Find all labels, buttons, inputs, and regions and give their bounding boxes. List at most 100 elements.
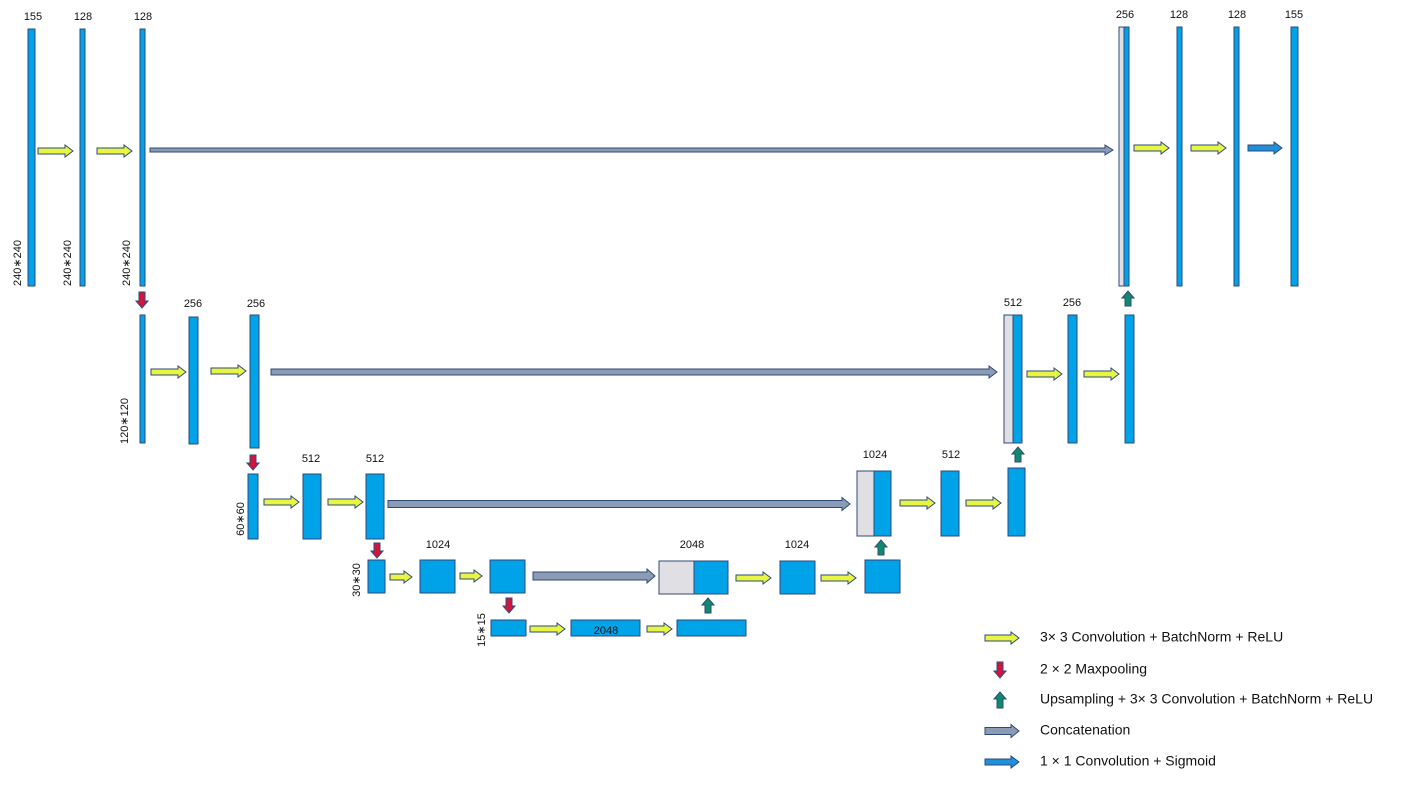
feature-block: [490, 619, 527, 637]
feature-block: [1067, 314, 1078, 444]
feature-block: [1123, 26, 1130, 287]
feature-block: [249, 314, 260, 449]
size-label: 240∗240: [12, 240, 24, 286]
feature-block: [864, 559, 901, 594]
conv-arrow: [389, 570, 413, 584]
conv-arrow: [1190, 141, 1227, 155]
channel-label: 128: [74, 11, 92, 23]
feature-block: [247, 473, 259, 540]
legend-icon: [984, 755, 1020, 769]
feature-block: [27, 28, 36, 287]
feature-block: [693, 560, 729, 595]
pool-arrow: [501, 597, 517, 614]
concat-block: [1003, 314, 1014, 444]
feature-block: [570, 619, 641, 637]
feature-block: [419, 559, 456, 594]
channel-label: 155: [1285, 9, 1303, 21]
feature-block: [1012, 314, 1023, 444]
channel-label: 128: [1228, 9, 1246, 21]
legend-icon: [984, 723, 1020, 739]
conv-arrow: [735, 571, 772, 585]
channel-label: 1024: [426, 539, 450, 551]
size-label: 240∗240: [62, 240, 74, 286]
conv-arrow: [1026, 367, 1063, 381]
channel-label: 512: [302, 453, 320, 465]
legend-label: 2 × 2 Maxpooling: [1040, 661, 1147, 677]
conv-arrow: [263, 495, 300, 509]
feature-block: [940, 470, 960, 537]
pool-arrow: [134, 291, 150, 309]
legend-label: Concatenation: [1040, 722, 1130, 738]
pool-arrow: [245, 454, 261, 471]
concat-arrow: [149, 144, 1114, 156]
conv-arrow: [327, 495, 364, 509]
size-label: 30∗30: [351, 563, 363, 597]
sigmoid-arrow: [1247, 141, 1283, 155]
channel-label: 256: [1063, 297, 1081, 309]
conv-arrow: [646, 622, 673, 636]
conv-arrow: [529, 622, 566, 636]
feature-block: [1176, 26, 1183, 287]
channel-label: 256: [1116, 9, 1134, 21]
feature-block: [79, 28, 86, 287]
channel-label: 512: [366, 453, 384, 465]
legend-icon: [984, 631, 1020, 645]
conv-arrow: [210, 364, 247, 378]
conv-arrow: [96, 144, 133, 158]
channel-label: 1024: [863, 449, 887, 461]
channel-label: 1024: [785, 539, 809, 551]
feature-block: [1007, 467, 1026, 537]
feature-block: [139, 314, 146, 444]
conv-arrow: [37, 144, 74, 158]
channel-label: 155: [24, 11, 42, 23]
feature-block: [1290, 26, 1299, 287]
feature-block: [367, 559, 386, 594]
legend-icon: [992, 661, 1008, 679]
size-label: 15∗15: [476, 613, 488, 647]
conv-arrow: [1083, 367, 1120, 381]
concat-arrow: [532, 567, 656, 585]
conv-arrow: [965, 496, 1002, 510]
feature-block: [779, 560, 816, 595]
feature-block: [873, 470, 892, 537]
feature-block: [302, 473, 322, 540]
feature-block: [365, 473, 385, 540]
channel-label: 128: [134, 11, 152, 23]
concat-block: [856, 470, 875, 537]
legend-label: 1 × 1 Convolution + Sigmoid: [1040, 753, 1216, 769]
concat-arrow: [387, 496, 851, 512]
conv-arrow: [899, 496, 936, 510]
conv-arrow: [150, 365, 187, 379]
concat-block: [1118, 26, 1125, 287]
channel-label: 512: [942, 449, 960, 461]
legend-label: 3× 3 Convolution + BatchNorm + ReLU: [1040, 629, 1283, 645]
up-arrow: [1010, 446, 1026, 463]
conv-arrow: [820, 571, 857, 585]
conv-arrow: [459, 569, 483, 583]
up-arrow: [700, 597, 716, 614]
legend-icon: [992, 691, 1008, 709]
channel-label: 512: [1004, 297, 1022, 309]
feature-block: [139, 28, 146, 287]
channel-label: 128: [1170, 9, 1188, 21]
feature-block: [1233, 26, 1240, 287]
up-arrow: [873, 539, 889, 556]
up-arrow: [1120, 290, 1136, 307]
concat-block: [658, 560, 695, 595]
size-label: 240∗240: [121, 240, 133, 286]
size-label: 120∗120: [119, 398, 131, 444]
channel-label: 2048: [680, 539, 704, 551]
feature-block: [676, 619, 747, 637]
channel-label: 256: [247, 298, 265, 310]
channel-label: 2048: [594, 625, 618, 637]
feature-block: [1124, 314, 1135, 444]
legend-label: Upsampling + 3× 3 Convolution + BatchNor…: [1040, 691, 1373, 707]
size-label: 60∗60: [235, 502, 247, 536]
feature-block: [188, 316, 199, 445]
pool-arrow: [369, 542, 385, 559]
concat-arrow: [270, 365, 998, 379]
channel-label: 256: [184, 298, 202, 310]
conv-arrow: [1133, 141, 1170, 155]
feature-block: [489, 559, 526, 594]
